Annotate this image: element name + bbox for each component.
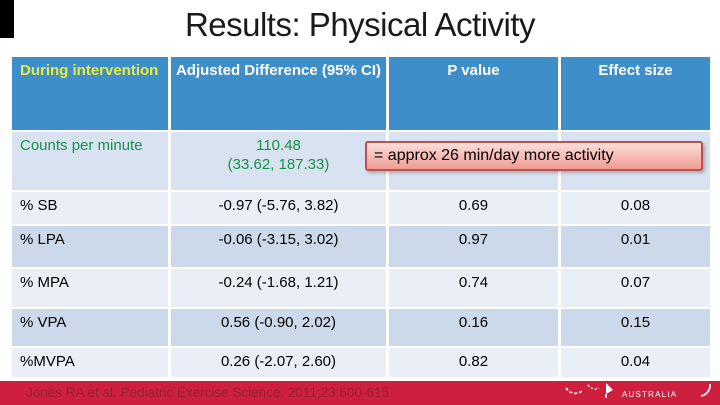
cell-mpa-diff: -0.24 (-1.68, 1.21) xyxy=(171,269,386,307)
column-header-during-intervention: During intervention xyxy=(12,57,168,130)
counts-diff-ci: (33.62, 187.33) xyxy=(227,155,330,173)
cell-lpa-p: 0.97 xyxy=(389,226,558,267)
cell-mvpa-p: 0.82 xyxy=(389,348,558,377)
row-label-counts-per-minute: Counts per minute xyxy=(12,132,168,190)
counts-diff-value: 110.48 xyxy=(256,137,301,154)
cell-mpa-effect: 0.07 xyxy=(561,269,710,307)
column-header-effect-size: Effect size xyxy=(561,57,710,130)
cell-vpa-diff: 0.56 (-0.90, 2.02) xyxy=(171,309,386,346)
page-title: Results: Physical Activity xyxy=(184,6,536,43)
results-table: During intervention Adjusted Difference … xyxy=(12,57,710,377)
cell-sb-diff: -0.97 (-5.76, 3.82) xyxy=(171,192,386,224)
cell-lpa-diff: -0.06 (-3.15, 3.02) xyxy=(171,226,386,267)
row-label-sb: % SB xyxy=(12,192,168,224)
row-label-mpa: % MPA xyxy=(12,269,168,307)
footer-bar: Jones RA et al. Pediatric Exercise Scien… xyxy=(0,381,720,405)
column-header-p-value: P value xyxy=(389,57,558,130)
logo-text-node: AUSTRALIA xyxy=(622,390,677,399)
row-label-mvpa: %MVPA xyxy=(12,348,168,377)
column-header-adjusted-difference: Adjusted Difference (95% CI) xyxy=(171,57,386,130)
citation-text: Jones RA et al. Pediatric Exercise Scien… xyxy=(26,385,393,400)
cell-sb-p: 0.69 xyxy=(389,192,558,224)
cell-sb-effect: 0.08 xyxy=(561,192,710,224)
corner-black-mark xyxy=(0,0,14,38)
row-label-lpa: % LPA xyxy=(12,226,168,267)
cell-mpa-p: 0.74 xyxy=(389,269,558,307)
cell-vpa-effect: 0.15 xyxy=(561,309,710,346)
row-label-vpa: % VPA xyxy=(12,309,168,346)
cell-mvpa-diff: 0.26 (-2.07, 2.60) xyxy=(171,348,386,377)
annotation-callout: = approx 26 min/day more activity xyxy=(365,141,703,171)
cell-mvpa-effect: 0.04 xyxy=(561,348,710,377)
cell-lpa-effect: 0.01 xyxy=(561,226,710,267)
australia-logo-icon: AUSTRALIA xyxy=(565,383,711,399)
cell-vpa-p: 0.16 xyxy=(389,309,558,346)
cell-counts-diff: 110.48 (33.62, 187.33) xyxy=(171,132,386,190)
